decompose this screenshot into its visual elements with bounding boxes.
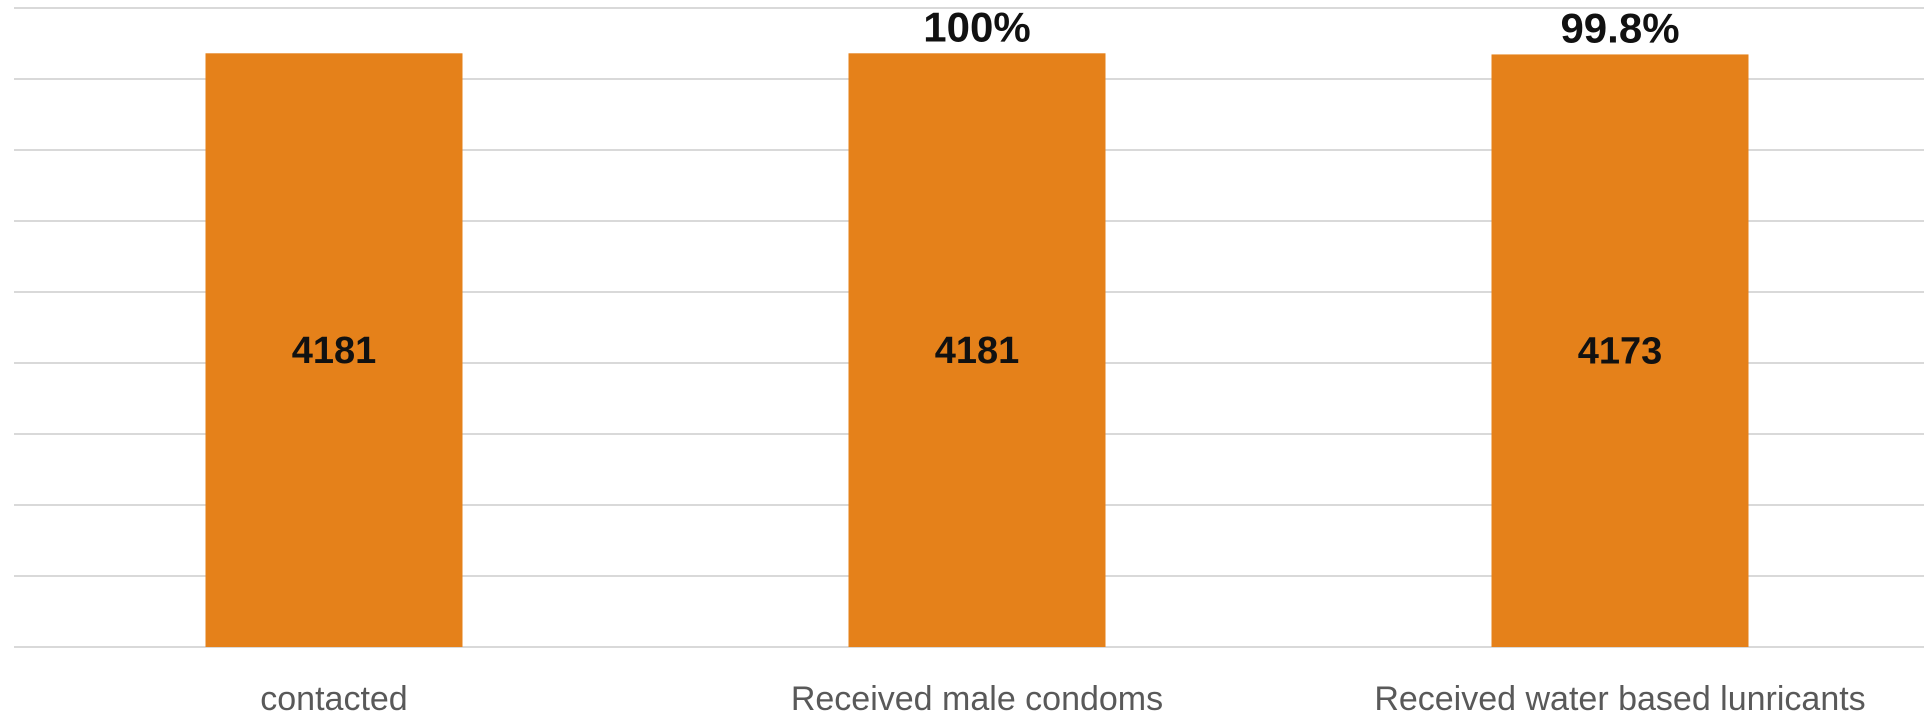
bars	[205, 53, 1749, 648]
category-label-2: Received water based lunricants	[1374, 680, 1865, 717]
bar-value-label-1: 4181	[935, 330, 1020, 372]
bar-0	[205, 53, 463, 648]
labels: 4181 contacted 4181 100% Received male condo…	[260, 3, 1865, 717]
bar-1	[848, 53, 1106, 648]
category-label-1: Received male condoms	[791, 680, 1163, 717]
bar-percent-label-2: 99.8%	[1560, 4, 1679, 51]
category-label-0: contacted	[260, 680, 407, 717]
bar-value-label-0: 4181	[292, 330, 377, 372]
bar-2	[1491, 54, 1749, 647]
bar-percent-label-1: 100%	[923, 3, 1030, 50]
bar-value-label-2: 4173	[1578, 331, 1663, 373]
